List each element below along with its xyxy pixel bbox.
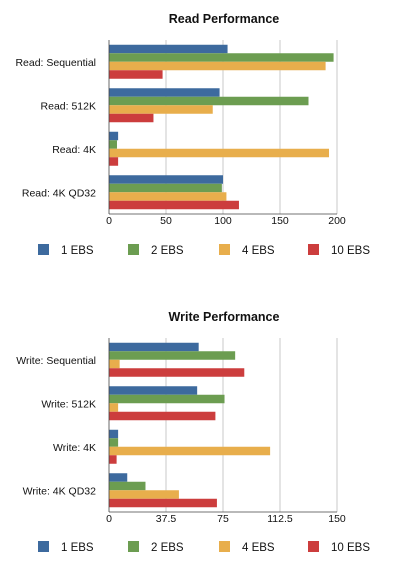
bar [109, 70, 163, 79]
legend-label: 4 EBS [242, 542, 275, 554]
x-tick-label: 0 [106, 513, 112, 525]
bar [109, 368, 245, 377]
bar [109, 498, 217, 508]
legend-label: 1 EBS [61, 542, 94, 554]
x-tick-label: 150 [328, 513, 346, 525]
category-label: Read: 512K [41, 100, 96, 112]
chart-title: Write Performance [169, 310, 280, 324]
chart-2: Write Performance Write: Sequential Write:… [16, 310, 370, 554]
legend-label: 1 EBS [61, 245, 94, 257]
x-tick-label: 37.5 [156, 513, 177, 525]
bar [109, 359, 120, 369]
x-tick-label: 150 [271, 215, 289, 227]
bar [109, 411, 216, 421]
bar [109, 105, 213, 114]
category-label: Read: 4K [52, 144, 96, 156]
category-label: Write: 4K QD32 [23, 485, 96, 497]
legend-swatch [128, 244, 139, 255]
bar [109, 394, 225, 404]
x-tick-label: 100 [214, 215, 232, 227]
legend-swatch [219, 244, 230, 255]
bar [109, 351, 236, 360]
category-label: Write: 512K [41, 398, 96, 410]
bar [109, 96, 309, 106]
bar [109, 481, 146, 491]
chart-title: Read Performance [169, 12, 280, 26]
legend-swatch [128, 541, 139, 552]
legend-label: 10 EBS [331, 245, 370, 257]
x-tick-label: 112.5 [267, 513, 293, 525]
bar [109, 113, 154, 123]
legend-label: 2 EBS [151, 542, 184, 554]
bar [109, 88, 220, 97]
x-tick-label: 75 [217, 513, 229, 525]
bar [109, 44, 228, 54]
legend-swatch [308, 541, 319, 552]
bar [109, 429, 119, 439]
legend-swatch [219, 541, 230, 552]
bar [109, 53, 334, 62]
bar [109, 61, 326, 71]
legend-label: 2 EBS [151, 245, 184, 257]
category-label: Write: 4K [53, 442, 96, 454]
x-tick-label: 50 [160, 215, 172, 227]
bar [109, 148, 330, 158]
legend-label: 10 EBS [331, 542, 370, 554]
bar [109, 438, 119, 447]
legend-swatch [38, 541, 49, 552]
bar [109, 157, 119, 166]
bar [109, 473, 128, 482]
bar [109, 192, 227, 201]
category-label: Write: Sequential [16, 355, 96, 367]
bar [109, 455, 117, 464]
bar [109, 386, 198, 395]
bar [109, 200, 239, 210]
bar [109, 140, 117, 149]
x-tick-label: 0 [106, 215, 112, 227]
legend-label: 4 EBS [242, 245, 275, 257]
bar [109, 403, 119, 412]
legend-swatch [308, 244, 319, 255]
bar [109, 490, 179, 499]
bar [109, 183, 222, 193]
bar [109, 446, 271, 456]
bar [109, 342, 199, 352]
bar [109, 131, 119, 141]
category-label: Read: Sequential [15, 57, 96, 69]
bar [109, 175, 223, 184]
category-label: Read: 4K QD32 [22, 187, 96, 199]
legend-swatch [38, 244, 49, 255]
x-tick-label: 200 [328, 215, 346, 227]
chart-1: Read Performance Read: Sequential Read: 51… [15, 12, 370, 257]
